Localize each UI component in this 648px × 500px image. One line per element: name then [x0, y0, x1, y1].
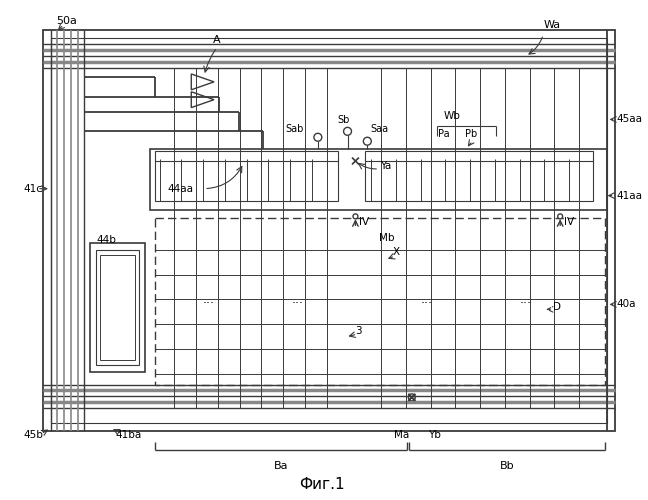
Text: Wa: Wa — [544, 20, 561, 30]
Text: Фиг.1: Фиг.1 — [299, 477, 345, 492]
Text: Bb: Bb — [500, 460, 514, 470]
Bar — [100, 255, 135, 360]
Text: Sb: Sb — [338, 116, 350, 126]
Circle shape — [353, 214, 358, 219]
Circle shape — [408, 394, 415, 401]
Bar — [365, 159, 593, 200]
Circle shape — [364, 138, 371, 145]
Text: Sab: Sab — [286, 124, 304, 134]
Bar — [365, 151, 593, 161]
Circle shape — [314, 134, 322, 141]
Text: D: D — [553, 302, 561, 312]
Text: IV: IV — [360, 218, 369, 228]
Bar — [51, 38, 607, 423]
Text: Ba: Ba — [273, 460, 288, 470]
Text: 50a: 50a — [56, 16, 76, 26]
Text: Ya: Ya — [380, 161, 391, 171]
Text: Pb: Pb — [465, 130, 478, 140]
Text: Pa: Pa — [437, 130, 449, 140]
Text: 45b: 45b — [23, 430, 43, 440]
Text: 45aa: 45aa — [616, 114, 643, 124]
Text: X: X — [393, 247, 400, 257]
Text: Saa: Saa — [370, 124, 388, 134]
Text: ...: ... — [520, 293, 531, 306]
Text: 41ba: 41ba — [115, 430, 141, 440]
Text: ...: ... — [203, 293, 215, 306]
Bar — [155, 218, 605, 384]
Text: ...: ... — [292, 293, 304, 306]
Text: 3: 3 — [356, 326, 362, 336]
Text: 40a: 40a — [616, 300, 636, 310]
Circle shape — [558, 214, 562, 219]
Circle shape — [343, 128, 351, 136]
Text: Yb: Yb — [428, 430, 441, 440]
Text: 44aa: 44aa — [168, 184, 194, 194]
Bar — [97, 250, 139, 364]
Text: Wb: Wb — [444, 112, 461, 122]
Text: 44b: 44b — [97, 235, 116, 245]
Text: A: A — [213, 36, 221, 46]
Text: IV: IV — [564, 218, 574, 228]
Text: Ma: Ma — [394, 430, 410, 440]
Text: Mb: Mb — [379, 233, 395, 243]
Text: 41c: 41c — [23, 184, 42, 194]
Bar — [43, 30, 614, 431]
Bar — [155, 159, 338, 200]
Text: 41aa: 41aa — [616, 190, 643, 200]
Bar — [91, 243, 145, 372]
Bar — [155, 151, 338, 161]
Bar — [150, 149, 607, 210]
Text: ...: ... — [421, 293, 433, 306]
